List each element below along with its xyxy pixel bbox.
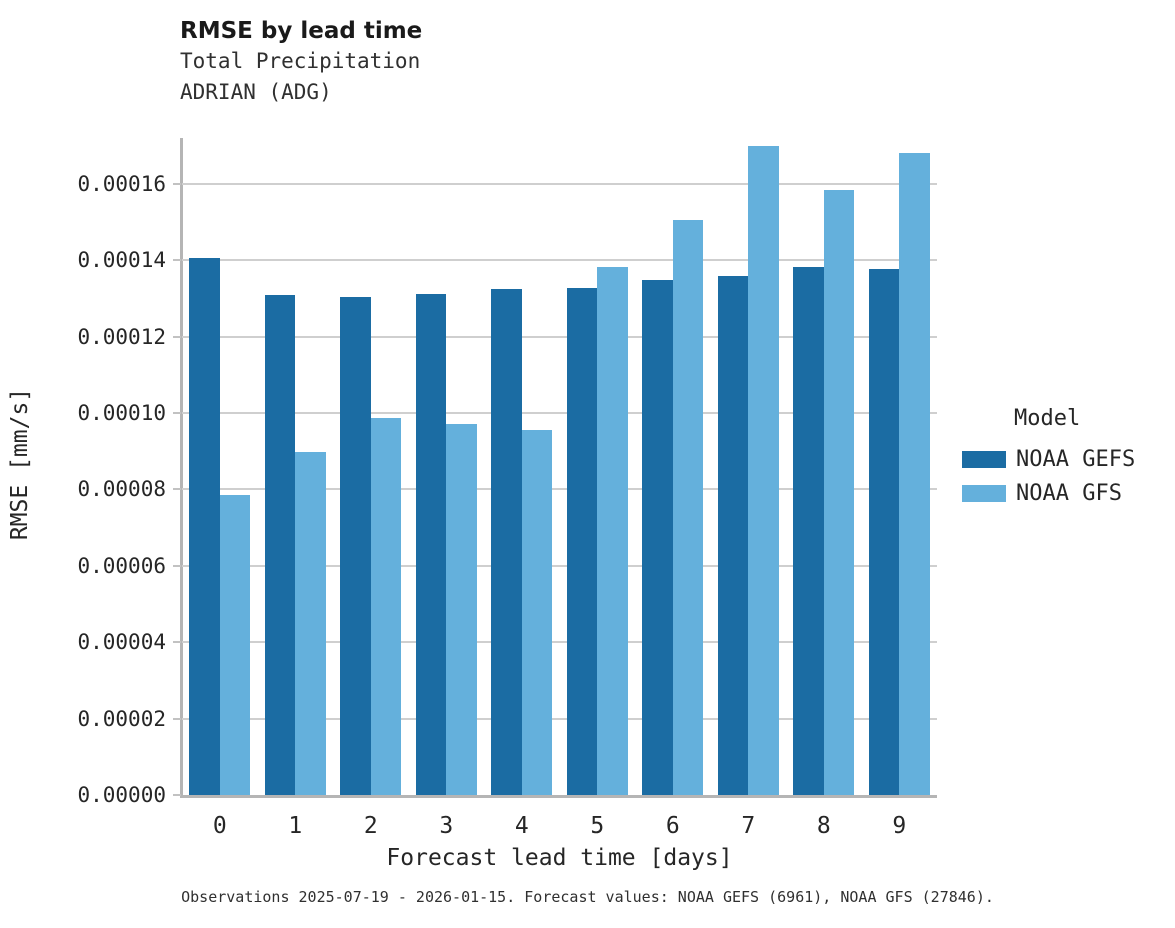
gridline bbox=[182, 564, 937, 567]
bar-noaa-gfs-day-2[interactable] bbox=[370, 418, 402, 795]
legend: Model NOAA GEFS NOAA GFS bbox=[962, 406, 1135, 510]
x-axis-tick-label: 5 bbox=[590, 813, 605, 839]
bar-group: 6 bbox=[635, 138, 711, 839]
bar-noaa-gfs-day-4[interactable] bbox=[521, 429, 553, 795]
y-axis-tick-label: 0.00002 bbox=[77, 706, 166, 731]
bars-layer: 0 1 2 3 4 5 6 7 8 9 bbox=[182, 138, 938, 839]
bar-noaa-gfs-day-7[interactable] bbox=[748, 145, 779, 795]
bar-noaa-gefs-day-2[interactable] bbox=[340, 296, 371, 795]
legend-title: Model bbox=[1014, 406, 1081, 431]
y-axis-tick bbox=[173, 641, 181, 644]
y-axis-tick bbox=[173, 412, 181, 415]
x-axis-tick-label: 8 bbox=[816, 813, 831, 839]
y-axis-tick bbox=[173, 488, 181, 491]
bar-noaa-gefs-day-7[interactable] bbox=[717, 275, 749, 795]
chart-subtitle-variable: Total Precipitation bbox=[180, 49, 421, 73]
y-axis-tick-label: 0.00010 bbox=[77, 401, 166, 426]
y-axis-tick-label: 0.00014 bbox=[77, 248, 166, 273]
legend-swatch-icon bbox=[962, 450, 1006, 468]
x-axis-tick-label: 9 bbox=[892, 813, 907, 839]
y-axis-tick-label: 0.00000 bbox=[77, 783, 166, 807]
legend-rows: NOAA GEFS NOAA GFS bbox=[962, 442, 1135, 510]
y-axis-tick-label: 0.00006 bbox=[77, 553, 166, 578]
gridline bbox=[182, 488, 937, 491]
legend-item-noaa-gfs[interactable]: NOAA GFS bbox=[962, 476, 1135, 510]
y-axis-tick bbox=[173, 259, 181, 262]
bar-noaa-gfs-day-1[interactable] bbox=[295, 452, 326, 795]
bar-noaa-gefs-day-9[interactable] bbox=[868, 268, 900, 795]
bar-group: 4 bbox=[484, 138, 560, 839]
y-axis-tick-label: 0.00008 bbox=[77, 477, 166, 502]
y-axis-tick-label: 0.00016 bbox=[77, 171, 166, 196]
legend-label: NOAA GFS bbox=[1016, 480, 1122, 506]
bar-noaa-gfs-day-8[interactable] bbox=[823, 189, 855, 795]
bar-group: 2 bbox=[333, 138, 409, 839]
bar-noaa-gefs-day-5[interactable] bbox=[566, 287, 598, 795]
bar-noaa-gfs-day-0[interactable] bbox=[219, 494, 251, 795]
y-axis-tick-label: 0.00004 bbox=[77, 630, 166, 655]
y-axis-tick bbox=[173, 335, 181, 338]
plot-frame: 0.00000 0.00002 0.00004 0.00006 0.00008 0.000… bbox=[77, 138, 937, 807]
bar-group: 3 bbox=[409, 138, 485, 839]
gridline bbox=[182, 717, 937, 720]
bar-group: 9 bbox=[862, 138, 938, 839]
chart-title-block: RMSE by lead time Total Precipitation AD… bbox=[180, 16, 422, 108]
bar-noaa-gfs-day-6[interactable] bbox=[672, 220, 704, 795]
y-axis-tick bbox=[173, 794, 181, 796]
chart-subtitle-station: ADRIAN (ADG) bbox=[180, 80, 332, 104]
x-axis-tick-label: 3 bbox=[439, 813, 454, 839]
bar-group: 0 bbox=[182, 138, 258, 839]
bar-group: 5 bbox=[560, 138, 636, 839]
bar-noaa-gefs-day-6[interactable] bbox=[642, 280, 673, 795]
x-axis-title: Forecast lead time [days] bbox=[386, 845, 733, 871]
y-axis-spine bbox=[180, 138, 183, 795]
y-axis-tick-label: 0.00012 bbox=[77, 324, 166, 349]
bar-noaa-gefs-day-3[interactable] bbox=[415, 294, 447, 795]
bar-group: 8 bbox=[786, 138, 862, 839]
bar-noaa-gefs-day-0[interactable] bbox=[189, 258, 220, 795]
y-axis-title: RMSE [mm/s] bbox=[7, 387, 33, 541]
bar-group: 7 bbox=[711, 138, 787, 839]
legend-item-noaa-gefs[interactable]: NOAA GEFS bbox=[962, 442, 1135, 476]
x-axis-tick-label: 7 bbox=[741, 813, 756, 839]
plot-area: 0.00000 0.00002 0.00004 0.00006 0.00008 0.000… bbox=[77, 138, 938, 839]
legend-swatch-icon bbox=[962, 484, 1006, 502]
gridline bbox=[182, 335, 937, 338]
gridline bbox=[182, 182, 937, 185]
bar-group: 1 bbox=[258, 138, 334, 839]
y-axis-tick bbox=[173, 717, 181, 720]
bar-noaa-gfs-day-5[interactable] bbox=[597, 266, 628, 795]
gridline bbox=[182, 641, 937, 644]
gridline bbox=[182, 259, 937, 262]
bar-noaa-gfs-day-9[interactable] bbox=[899, 152, 930, 795]
bar-noaa-gefs-day-8[interactable] bbox=[793, 266, 824, 795]
y-axis-tick bbox=[173, 182, 181, 185]
x-axis-tick-label: 6 bbox=[665, 813, 680, 839]
x-axis-tick-label: 0 bbox=[212, 813, 227, 839]
bar-noaa-gefs-day-1[interactable] bbox=[264, 294, 296, 795]
x-axis-tick-label: 1 bbox=[288, 813, 303, 839]
chart-title: RMSE by lead time bbox=[180, 18, 423, 44]
y-axis-tick bbox=[173, 564, 181, 567]
bar-noaa-gefs-day-4[interactable] bbox=[491, 289, 522, 795]
gridline bbox=[182, 412, 937, 415]
x-axis-tick-label: 2 bbox=[363, 813, 378, 839]
x-axis-spine bbox=[180, 795, 937, 798]
legend-label: NOAA GEFS bbox=[1016, 446, 1136, 472]
x-axis-tick-label: 4 bbox=[514, 813, 529, 839]
footer-note: Observations 2025-07-19 - 2026-01-15. Fo… bbox=[181, 888, 994, 906]
bar-noaa-gfs-day-3[interactable] bbox=[446, 423, 477, 795]
